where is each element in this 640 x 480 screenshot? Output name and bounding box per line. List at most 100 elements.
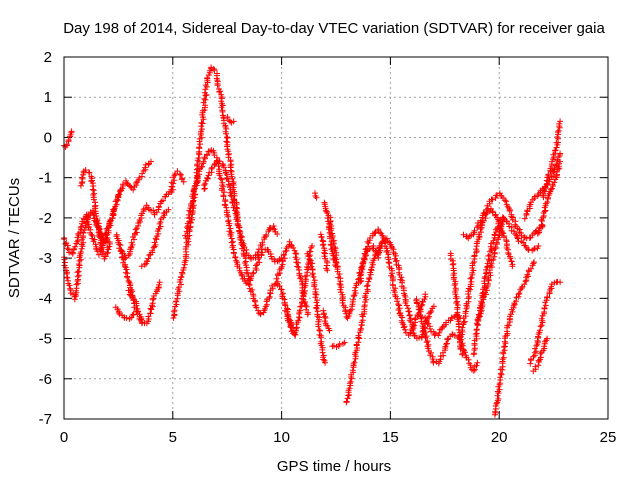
data-point-marker xyxy=(478,217,485,224)
data-point-marker xyxy=(217,175,224,182)
data-point-marker xyxy=(227,225,234,232)
data-point-marker xyxy=(551,179,558,186)
data-point-marker xyxy=(240,242,247,249)
chart-title: Day 198 of 2014, Sidereal Day-to-day VTE… xyxy=(63,20,605,37)
data-point-marker xyxy=(500,344,507,350)
data-point-marker xyxy=(281,255,288,262)
data-point-marker xyxy=(392,252,399,259)
data-point-marker xyxy=(516,290,523,297)
data-point-marker xyxy=(142,164,149,171)
data-point-marker xyxy=(384,247,391,254)
data-point-marker xyxy=(71,296,78,303)
data-point-marker xyxy=(520,239,527,246)
series-satellite-track-25 xyxy=(329,339,348,350)
data-point-marker xyxy=(358,264,365,270)
data-point-marker xyxy=(204,175,211,182)
data-point-marker xyxy=(303,306,310,313)
x-tick-label: 5 xyxy=(169,429,177,446)
data-point-marker xyxy=(130,186,137,193)
data-point-marker xyxy=(149,296,156,303)
series-satellite-track-31 xyxy=(447,250,466,358)
data-point-marker xyxy=(535,227,542,234)
data-point-marker xyxy=(422,291,429,298)
x-tick-label: 25 xyxy=(600,429,617,446)
data-point-marker xyxy=(403,302,410,309)
data-point-marker xyxy=(223,138,230,145)
data-point-marker xyxy=(218,104,225,111)
data-point-marker xyxy=(78,223,85,230)
data-point-marker xyxy=(366,275,373,281)
data-point-marker xyxy=(189,191,196,198)
data-point-marker xyxy=(250,269,257,276)
series-satellite-track-40 xyxy=(540,118,564,201)
data-point-marker xyxy=(430,359,437,366)
y-tick-label: -7 xyxy=(39,411,52,428)
data-point-marker xyxy=(505,322,512,329)
series-satellite-track-8 xyxy=(112,304,137,322)
data-point-marker xyxy=(432,330,439,337)
data-point-marker xyxy=(117,188,123,195)
data-point-marker xyxy=(495,395,502,402)
data-point-marker xyxy=(269,282,275,289)
data-point-marker xyxy=(541,343,548,350)
x-tick-label: 15 xyxy=(382,429,399,446)
data-point-marker xyxy=(286,238,293,245)
data-point-marker xyxy=(474,220,481,226)
data-point-marker xyxy=(544,294,551,300)
data-point-marker xyxy=(544,335,551,342)
data-point-marker xyxy=(286,319,293,326)
data-point-marker xyxy=(499,221,505,228)
data-point-marker xyxy=(129,312,136,318)
data-point-marker xyxy=(110,206,117,213)
data-point-marker xyxy=(79,175,86,182)
x-tick-label: 10 xyxy=(273,429,290,446)
data-point-marker xyxy=(263,231,270,238)
data-point-marker xyxy=(509,263,516,270)
data-point-marker xyxy=(336,280,343,287)
data-point-marker xyxy=(242,252,249,258)
data-point-marker xyxy=(244,277,251,284)
data-point-marker xyxy=(197,141,204,148)
data-point-marker xyxy=(269,285,276,292)
data-point-marker xyxy=(184,224,191,231)
data-point-marker xyxy=(401,323,408,330)
data-point-marker xyxy=(350,293,357,300)
data-point-marker xyxy=(185,211,192,218)
data-point-marker xyxy=(68,128,75,135)
data-point-marker xyxy=(394,298,400,305)
data-point-marker xyxy=(320,356,327,363)
data-point-marker xyxy=(496,226,503,233)
data-point-marker xyxy=(216,172,223,179)
data-point-marker xyxy=(427,325,434,332)
data-point-marker xyxy=(481,275,488,282)
data-point-marker xyxy=(149,247,156,254)
data-point-marker xyxy=(202,180,209,187)
data-point-marker xyxy=(93,222,100,229)
data-point-marker xyxy=(473,362,480,369)
data-point-marker xyxy=(328,227,335,234)
data-point-marker xyxy=(218,95,225,102)
data-point-marker xyxy=(493,400,500,407)
data-point-marker xyxy=(125,252,132,259)
data-point-marker xyxy=(554,129,561,136)
series-satellite-track-16 xyxy=(224,114,237,126)
data-point-marker xyxy=(313,305,320,312)
data-point-marker xyxy=(295,317,302,324)
data-point-marker xyxy=(467,275,474,282)
data-point-marker xyxy=(238,271,245,278)
data-point-marker xyxy=(521,281,528,288)
data-point-marker xyxy=(473,326,480,333)
data-point-marker xyxy=(411,316,418,323)
data-point-marker xyxy=(304,311,311,318)
data-point-marker xyxy=(336,341,343,348)
data-point-marker xyxy=(557,158,564,165)
data-point-marker xyxy=(130,297,137,304)
data-point-marker xyxy=(397,310,404,316)
data-point-marker xyxy=(336,271,343,277)
data-point-marker xyxy=(75,268,82,275)
data-point-marker xyxy=(180,264,187,271)
data-point-marker xyxy=(196,168,203,175)
series-satellite-track-37 xyxy=(527,278,564,367)
series-satellite-track-6 xyxy=(112,158,154,205)
data-point-marker xyxy=(257,310,264,317)
